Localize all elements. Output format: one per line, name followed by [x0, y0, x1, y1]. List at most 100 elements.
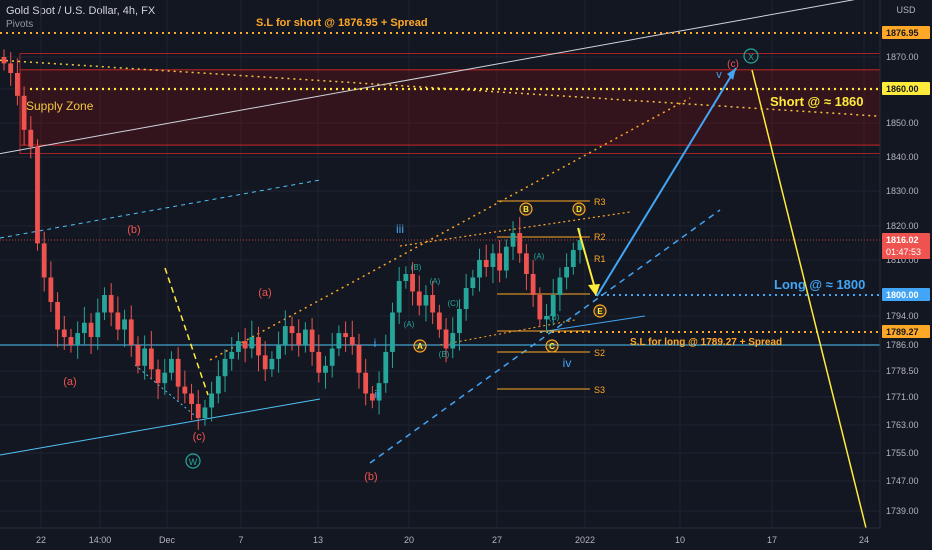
candle-body[interactable] — [95, 312, 101, 338]
trendline-rising-orange[interactable] — [209, 97, 691, 361]
candle-body[interactable] — [396, 281, 402, 313]
candle-body[interactable] — [48, 277, 54, 303]
candle-body[interactable] — [28, 129, 34, 147]
candle-body[interactable] — [256, 337, 261, 356]
indicator-label[interactable]: Pivots — [6, 19, 34, 30]
candle-body[interactable] — [88, 322, 94, 338]
candle-body[interactable] — [376, 383, 382, 401]
candle-body[interactable] — [189, 393, 194, 404]
channel-upper-blue-dashed[interactable] — [0, 179, 321, 239]
price-tag-bg[interactable] — [882, 26, 930, 39]
candle-body[interactable] — [242, 341, 248, 349]
candle-body[interactable] — [323, 365, 328, 373]
candle-body[interactable] — [276, 345, 282, 359]
candle-body[interactable] — [14, 73, 20, 96]
candle-body[interactable] — [296, 333, 302, 345]
candle-body[interactable] — [142, 348, 148, 366]
candle-body[interactable] — [410, 274, 415, 292]
candle-body[interactable] — [443, 329, 449, 349]
candle-body[interactable] — [349, 337, 355, 345]
candle-body[interactable] — [162, 372, 168, 384]
candle-body[interactable] — [309, 329, 315, 352]
candle-body[interactable] — [537, 295, 543, 320]
candle-body[interactable] — [450, 333, 456, 349]
candle-body[interactable] — [457, 309, 462, 334]
candle-body[interactable] — [490, 253, 496, 267]
projection-down-line[interactable] — [751, 69, 867, 529]
candle-body[interactable] — [544, 316, 549, 320]
candle-body[interactable] — [289, 326, 295, 334]
candle-body[interactable] — [564, 267, 570, 278]
candle-body[interactable] — [269, 358, 275, 370]
candle-body[interactable] — [249, 337, 255, 349]
wave-channel-dashed[interactable] — [369, 209, 721, 464]
candle-body[interactable] — [68, 337, 74, 345]
candle-body[interactable] — [483, 260, 489, 267]
candle-body[interactable] — [570, 250, 576, 267]
candle-body[interactable] — [557, 277, 563, 296]
candle-body[interactable] — [128, 319, 134, 345]
candle-body[interactable] — [229, 351, 235, 359]
candle-body[interactable] — [182, 386, 188, 394]
symbol-title[interactable]: Gold Spot / U.S. Dollar, 4h, FX — [6, 5, 156, 17]
candle-body[interactable] — [115, 312, 121, 330]
candle-body[interactable] — [215, 376, 221, 394]
candle-body[interactable] — [436, 312, 442, 330]
candle-body[interactable] — [369, 393, 375, 401]
candle-body[interactable] — [302, 329, 308, 345]
candle-body[interactable] — [550, 295, 556, 316]
projection-up-arrow[interactable] — [596, 67, 737, 297]
candle-body[interactable] — [463, 288, 469, 309]
price-tag-bg[interactable] — [882, 325, 930, 338]
candle-body[interactable] — [517, 233, 523, 254]
candle-body[interactable] — [430, 295, 436, 313]
candle-body[interactable] — [470, 277, 476, 289]
candle-body[interactable] — [169, 358, 174, 373]
trendline-white[interactable] — [0, 0, 880, 155]
candle-body[interactable] — [21, 95, 27, 130]
supply-zone-box[interactable] — [19, 69, 881, 146]
candle-body[interactable] — [530, 274, 536, 295]
candle-body[interactable] — [55, 302, 60, 330]
price-tag-bg[interactable] — [882, 233, 930, 259]
candle-body[interactable] — [236, 341, 241, 352]
candle-body[interactable] — [363, 372, 369, 394]
candle-body[interactable] — [1, 57, 7, 64]
candle-body[interactable] — [81, 322, 87, 334]
candle-body[interactable] — [336, 333, 342, 349]
candle-body[interactable] — [41, 243, 47, 278]
candle-body[interactable] — [8, 63, 14, 73]
candle-body[interactable] — [524, 253, 529, 274]
candle-body[interactable] — [75, 333, 81, 345]
candle-body[interactable] — [35, 146, 40, 244]
candle-body[interactable] — [222, 358, 228, 377]
candle-body[interactable] — [343, 333, 348, 338]
candle-body[interactable] — [316, 351, 322, 373]
price-tag-bg[interactable] — [882, 82, 930, 95]
candle-body[interactable] — [61, 329, 67, 338]
candle-body[interactable] — [175, 358, 181, 387]
candle-body[interactable] — [148, 348, 154, 370]
candle-body[interactable] — [122, 319, 127, 330]
candle-body[interactable] — [423, 295, 429, 306]
candle-body[interactable] — [195, 404, 201, 418]
candle-body[interactable] — [356, 345, 362, 373]
price-tag-bg[interactable] — [882, 288, 930, 301]
candle-body[interactable] — [102, 295, 107, 313]
candle-body[interactable] — [477, 260, 482, 278]
candle-body[interactable] — [416, 291, 422, 306]
candle-body[interactable] — [135, 345, 141, 366]
candle-body[interactable] — [390, 312, 395, 352]
candle-body[interactable] — [108, 295, 114, 313]
candle-body[interactable] — [503, 246, 509, 271]
channel-lower-blue[interactable] — [0, 398, 321, 456]
candle-body[interactable] — [155, 369, 161, 384]
candle-body[interactable] — [209, 393, 215, 408]
candle-body[interactable] — [577, 240, 583, 251]
candle-body[interactable] — [403, 274, 409, 281]
candle-body[interactable] — [510, 233, 516, 247]
candle-body[interactable] — [202, 407, 208, 419]
candle-body[interactable] — [329, 348, 335, 366]
candle-body[interactable] — [282, 326, 288, 345]
